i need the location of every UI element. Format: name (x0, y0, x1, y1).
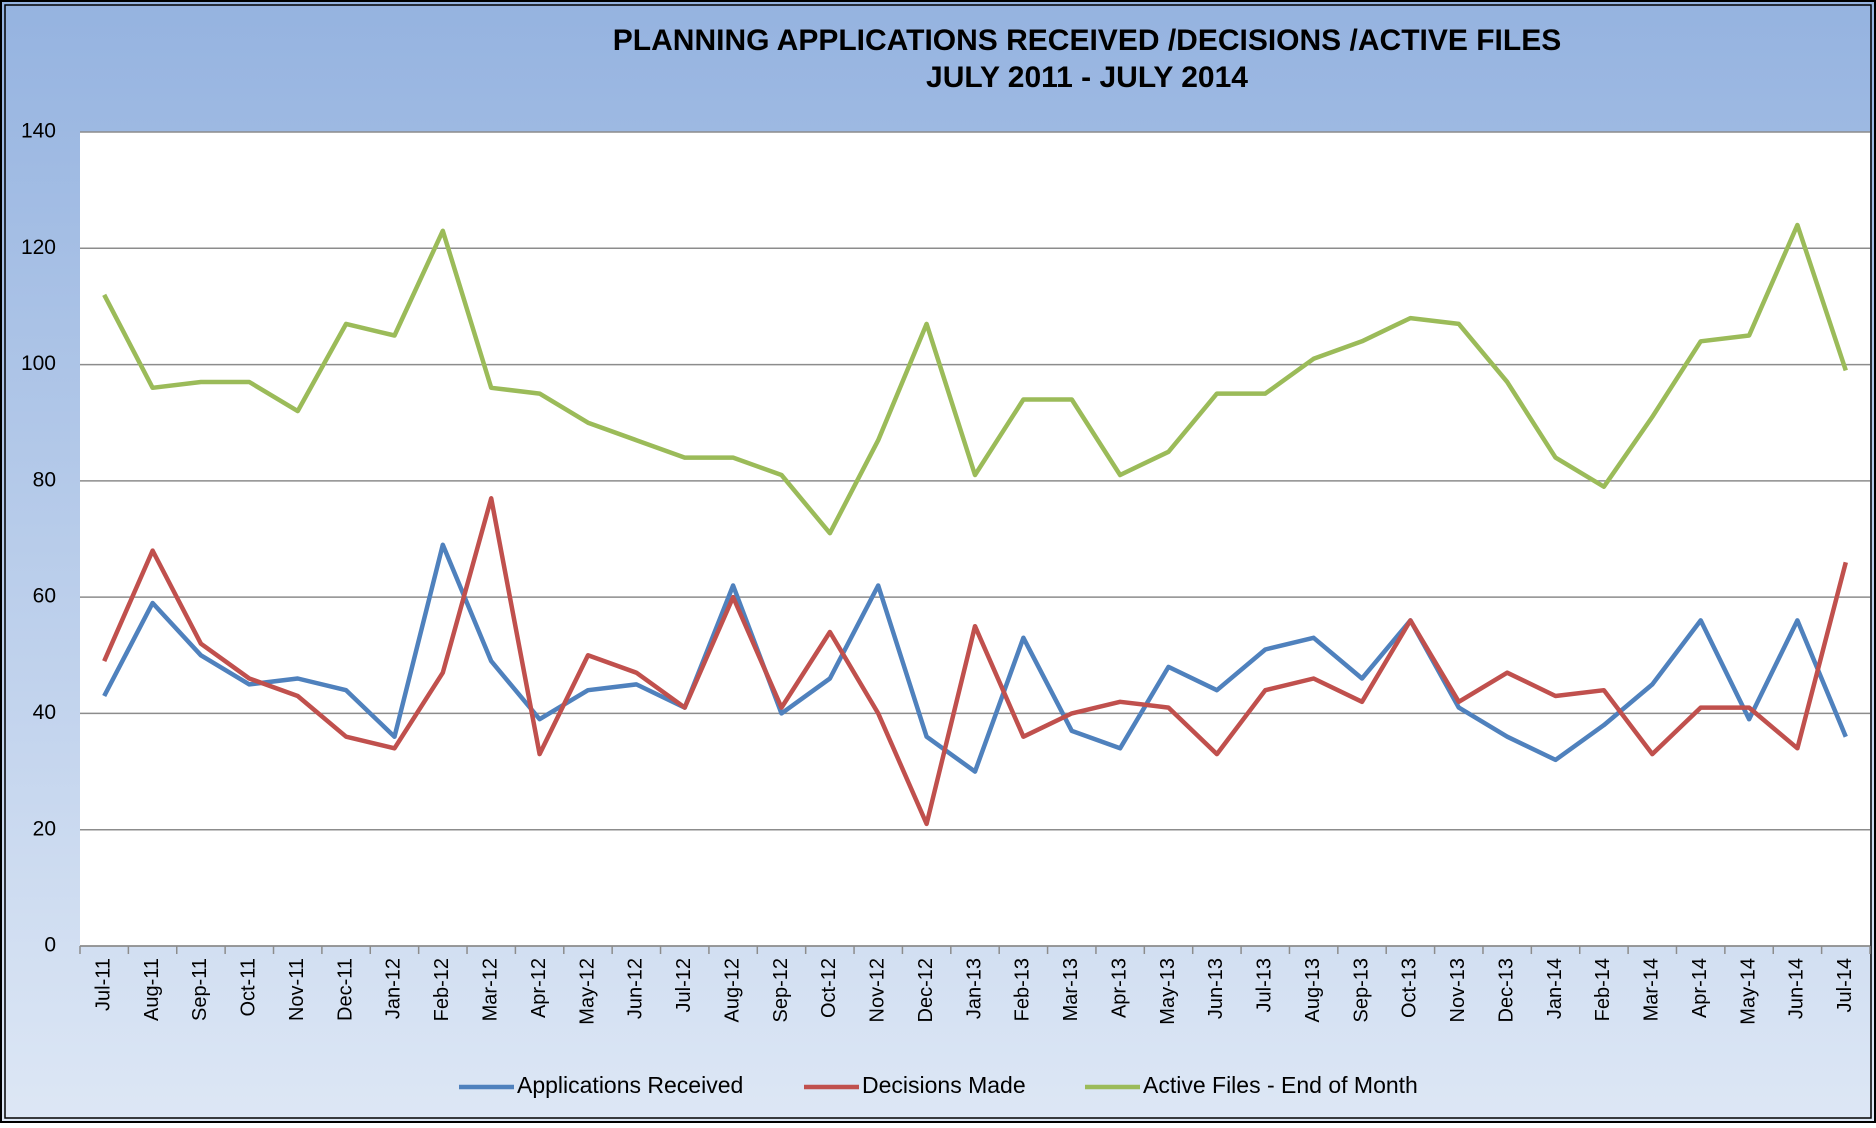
x-tick-label: Feb-13 (1012, 958, 1034, 1021)
x-tick-label: Nov-11 (286, 958, 308, 1021)
x-tick-label: Feb-12 (431, 958, 453, 1021)
series-line (102, 222, 1848, 536)
x-tick-label: Dec-12 (915, 958, 937, 1022)
x-tick-label: Apr-14 (1689, 958, 1711, 1018)
x-tick-label: May-13 (1157, 958, 1179, 1025)
x-tick-label: Mar-12 (479, 958, 501, 1021)
x-tick-label: Oct-11 (238, 958, 260, 1017)
x-tick-label: Sep-13 (1350, 958, 1372, 1023)
x-tick-label: May-12 (576, 958, 598, 1025)
chart-subtitle: JULY 2011 - JULY 2014 (926, 61, 1248, 94)
y-tick-label: 120 (21, 236, 56, 259)
x-tick-label: Dec-13 (1495, 958, 1517, 1022)
x-tick-label: May-14 (1737, 958, 1759, 1025)
y-tick-label: 100 (21, 352, 56, 375)
legend-label: Decisions Made (862, 1072, 1026, 1098)
y-tick-label: 20 (33, 817, 56, 840)
x-tick-label: Oct-12 (818, 958, 840, 1018)
y-tick-label: 0 (44, 934, 56, 957)
x-tick-label: Apr-13 (1108, 958, 1130, 1018)
x-tick-label: Sep-11 (189, 958, 211, 1021)
x-tick-label: Feb-14 (1592, 958, 1614, 1021)
x-tick-label: Dec-11 (334, 958, 356, 1021)
y-tick-label: 40 (33, 701, 56, 724)
x-tick-label: Jan-14 (1544, 958, 1566, 1019)
x-tick-label: Apr-12 (528, 958, 550, 1018)
x-tick-label: Jun-12 (625, 958, 647, 1019)
y-tick-label: 60 (33, 585, 56, 608)
plot-area (80, 132, 1870, 946)
x-tick-label: Jul-13 (1254, 958, 1276, 1012)
x-tick-label: Oct-13 (1399, 958, 1421, 1018)
legend-label: Applications Received (517, 1072, 743, 1098)
x-tick-label: Jun-14 (1786, 958, 1808, 1019)
x-tick-label: Nov-12 (867, 958, 889, 1022)
series-line (102, 542, 1848, 774)
x-tick-label: Sep-12 (770, 958, 792, 1023)
x-tick-label: Jul-12 (673, 958, 695, 1012)
x-tick-label: Jan-13 (963, 958, 985, 1019)
series-line (102, 496, 1848, 827)
chart-title: PLANNING APPLICATIONS RECEIVED /DECISION… (613, 24, 1561, 57)
x-tick-label: Jul-14 (1834, 958, 1856, 1012)
x-tick-label: Nov-13 (1447, 958, 1469, 1022)
x-tick-label: Jul-11 (92, 958, 114, 1011)
frame (4, 4, 1872, 1119)
y-tick-label: 80 (33, 468, 56, 491)
legend-label: Active Files - End of Month (1143, 1072, 1418, 1098)
x-tick-label: Aug-12 (721, 958, 743, 1023)
x-tick-label: Aug-11 (141, 958, 163, 1021)
y-tick-label: 140 (21, 120, 56, 143)
x-tick-label: Jun-13 (1205, 958, 1227, 1019)
x-tick-label: Mar-13 (1060, 958, 1082, 1021)
x-tick-label: Jan-12 (383, 958, 405, 1019)
x-tick-label: Aug-13 (1302, 958, 1324, 1023)
x-tick-label: Mar-14 (1641, 958, 1663, 1021)
